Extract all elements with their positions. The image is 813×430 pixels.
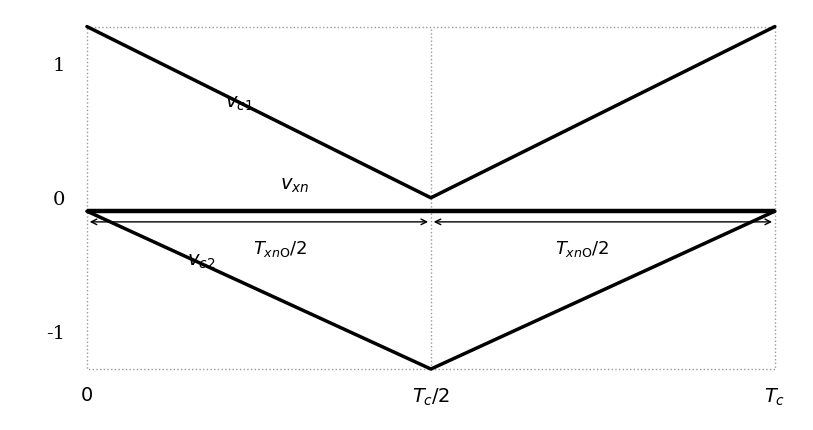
Text: $v_{xn}$: $v_{xn}$ (280, 177, 309, 195)
Text: $v_{c2}$: $v_{c2}$ (187, 253, 215, 271)
Text: $v_{c1}$: $v_{c1}$ (224, 95, 253, 114)
Text: $T_{xn\mathrm{O}}/2$: $T_{xn\mathrm{O}}/2$ (253, 239, 307, 258)
Text: $T_{xn\mathrm{O}}/2$: $T_{xn\mathrm{O}}/2$ (555, 239, 609, 258)
